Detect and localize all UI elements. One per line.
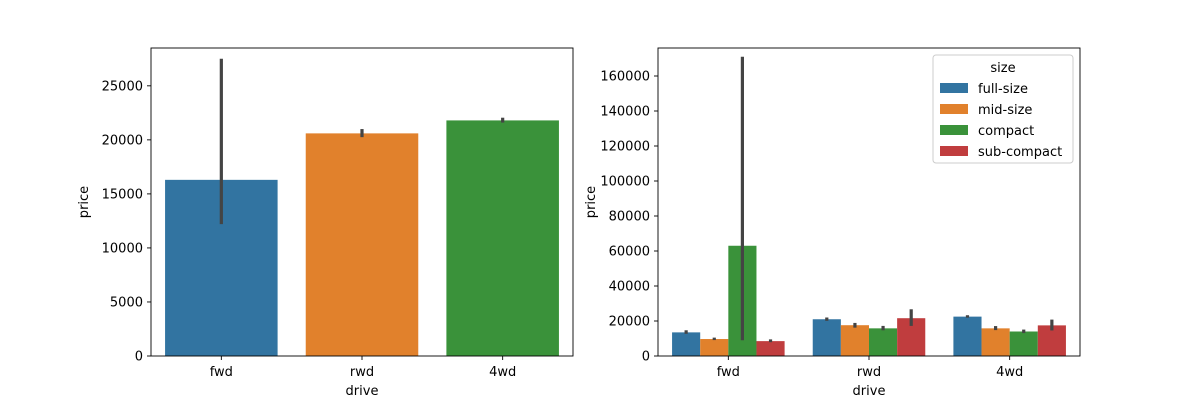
y-tick-label: 25000 [102, 79, 143, 94]
y-tick-label: 5000 [110, 295, 143, 310]
legend-label-sub-compact: sub-compact [978, 145, 1062, 160]
legend-swatch-mid-size [940, 104, 968, 114]
y-tick-label: 20000 [102, 133, 143, 148]
legend-swatch-full-size [940, 83, 968, 93]
bar-mid-size-fwd [700, 339, 729, 356]
x-tick-label: rwd [350, 365, 374, 380]
legend-title: size [990, 61, 1015, 76]
bar-mid-size-4wd [981, 328, 1010, 356]
chart-right: 0 20000 40000 60000 80000 100000 120000 140000 1… [584, 47, 1081, 399]
bar-rwd [305, 133, 419, 356]
y-tick-label: 20000 [609, 315, 650, 330]
x-tick-label: 4wd [489, 365, 516, 380]
chart-left: 0 5000 10000 15000 20000 25000 fwd rwd 4wd drive p… [77, 47, 574, 399]
x-axis-label: drive [346, 384, 379, 399]
y-tick-label: 60000 [609, 245, 650, 260]
bar-sub-compact-fwd [756, 341, 785, 356]
y-tick-label: 120000 [600, 140, 650, 155]
bar-full-size-rwd [812, 319, 841, 356]
legend-box [932, 54, 1074, 164]
x-tick-label: fwd [717, 365, 740, 380]
legend-label-full-size: full-size [978, 82, 1028, 97]
bar-full-size-4wd [953, 316, 982, 356]
x-axis-label: drive [853, 384, 886, 399]
bar-sub-compact-4wd [1037, 325, 1066, 356]
bar-compact-4wd [1009, 331, 1038, 356]
bar-compact-rwd [869, 328, 898, 356]
bar-full-size-fwd [672, 332, 701, 356]
y-tick-label: 10000 [102, 241, 143, 256]
legend-label-mid-size: mid-size [978, 103, 1032, 118]
y-tick-label: 80000 [609, 210, 650, 225]
y-tick-label: 140000 [600, 105, 650, 120]
y-tick-label: 0 [135, 350, 143, 365]
legend-swatch-compact [940, 125, 968, 135]
x-tick-label: rwd [857, 365, 881, 380]
y-tick-label: 160000 [600, 70, 650, 85]
x-tick-label: 4wd [996, 365, 1023, 380]
y-tick-label: 0 [642, 350, 650, 365]
y-tick-label: 40000 [609, 280, 650, 295]
bar-4wd [446, 120, 559, 357]
y-axis-label: price [584, 186, 599, 218]
y-axis-label: price [77, 186, 92, 218]
x-tick-label: fwd [210, 365, 233, 380]
y-tick-label: 100000 [600, 175, 650, 190]
bar-mid-size-rwd [840, 325, 869, 356]
legend-label-compact: compact [978, 124, 1034, 139]
y-tick-label: 15000 [102, 187, 143, 202]
legend-swatch-sub-compact [940, 146, 968, 156]
